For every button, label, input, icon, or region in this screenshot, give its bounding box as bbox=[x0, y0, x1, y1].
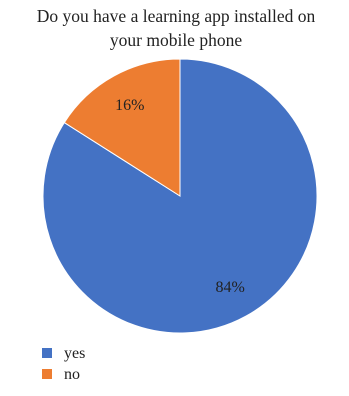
chart-title-line-1: Do you have a learning app installed on bbox=[37, 6, 316, 26]
chart-title-line-2: your mobile phone bbox=[110, 30, 242, 50]
pie-slices bbox=[42, 58, 318, 334]
chart-legend: yes no bbox=[42, 345, 85, 383]
legend-swatch-yes bbox=[42, 348, 52, 358]
chart-title: Do you have a learning app installed on … bbox=[37, 6, 316, 50]
legend-label-no: no bbox=[64, 366, 80, 383]
pie-data-labels: 84% 16% bbox=[115, 97, 245, 296]
data-label-yes: 84% bbox=[216, 279, 245, 296]
legend-label-yes: yes bbox=[64, 345, 85, 362]
pie-slice-yes bbox=[42, 58, 318, 334]
data-label-no: 16% bbox=[115, 97, 144, 114]
pie-slice-no bbox=[63, 58, 181, 197]
legend-swatch-no bbox=[42, 369, 52, 379]
